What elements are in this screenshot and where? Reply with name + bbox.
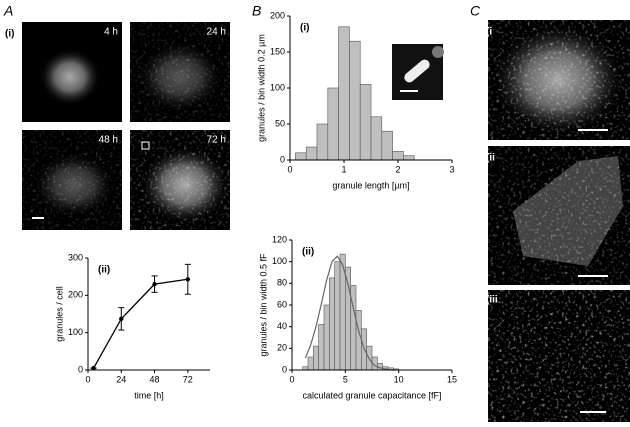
y-axis-label: granules / bin width 0.5 fF xyxy=(258,253,268,357)
bar xyxy=(349,40,361,161)
y-tick-label: 40 xyxy=(277,321,287,331)
x-tick-label: 0 xyxy=(85,374,90,384)
data-point xyxy=(152,281,157,287)
y-tick-label: 100 xyxy=(68,327,83,337)
x-tick-label: 2 xyxy=(395,164,400,174)
bar xyxy=(403,155,415,161)
x-tick-label: 15 xyxy=(447,374,457,384)
y-tick-label: 0 xyxy=(78,364,83,374)
panel-label: B xyxy=(252,3,261,19)
chart-title: (ii) xyxy=(302,247,314,258)
chart-title: (i) xyxy=(300,23,309,34)
bar xyxy=(334,261,341,371)
bar xyxy=(295,152,307,161)
image-label: 4 h xyxy=(104,27,118,38)
y-tick-label: 80 xyxy=(277,278,287,288)
bar xyxy=(381,130,393,161)
x-tick-label: 5 xyxy=(343,374,348,384)
data-line xyxy=(92,278,188,369)
bar xyxy=(370,116,383,161)
micrographs: 4 h 24 h 48 h 72 h (i (ii (iii xyxy=(22,20,630,422)
x-tick-label: 48 xyxy=(150,374,160,384)
chart-title: (ii) xyxy=(98,265,110,276)
data-point xyxy=(119,316,124,322)
bar xyxy=(359,84,372,161)
data-point xyxy=(185,277,191,282)
x-tick-label: 3 xyxy=(449,164,454,174)
y-tick-label: 120 xyxy=(272,234,287,244)
bar xyxy=(329,277,335,371)
data-point xyxy=(91,365,96,371)
x-axis-label: time [h] xyxy=(134,390,164,400)
image-label: (ii xyxy=(486,153,495,164)
y-tick-label: 60 xyxy=(277,299,287,309)
y-tick-label: 150 xyxy=(270,46,285,56)
y-axis-label: granules / bin width 0.2 µm xyxy=(256,34,266,142)
x-tick-label: 0 xyxy=(287,164,292,174)
y-axis-label: granules / cell xyxy=(54,286,64,342)
x-tick-label: 1 xyxy=(341,164,346,174)
bar xyxy=(318,324,325,371)
bar xyxy=(323,304,330,371)
image-label: (iii xyxy=(486,295,498,306)
bar xyxy=(307,356,314,371)
sub-label: (i) xyxy=(5,29,14,40)
image-label: 48 h xyxy=(99,135,118,146)
bar xyxy=(316,123,329,161)
fit-line xyxy=(304,255,396,371)
x-tick-label: 0 xyxy=(289,374,294,384)
panel-label: C xyxy=(470,3,481,19)
x-tick-label: 72 xyxy=(183,374,193,384)
y-tick-label: 300 xyxy=(68,252,83,262)
y-tick-label: 0 xyxy=(282,364,287,374)
bar xyxy=(355,310,362,371)
y-tick-label: 50 xyxy=(275,118,285,128)
x-axis-label: calculated granule capacitance [fF] xyxy=(302,390,441,400)
y-tick-label: 0 xyxy=(280,154,285,164)
x-axis-label: granule length [µm] xyxy=(332,180,409,190)
bar xyxy=(392,151,404,161)
y-tick-label: 20 xyxy=(277,343,287,353)
y-tick-label: 200 xyxy=(270,10,285,20)
x-tick-label: 24 xyxy=(116,374,126,384)
bar xyxy=(338,26,350,161)
panel-label: A xyxy=(3,3,13,19)
y-tick-label: 100 xyxy=(270,82,285,92)
y-tick-label: 100 xyxy=(272,256,287,266)
bar xyxy=(305,146,318,161)
image-label: (i xyxy=(486,27,492,38)
y-tick-label: 200 xyxy=(68,290,83,300)
image-label: 24 h xyxy=(207,27,226,38)
bar xyxy=(313,345,319,371)
bar xyxy=(327,87,339,161)
image-label: 72 h xyxy=(207,135,226,146)
x-tick-label: 10 xyxy=(394,374,404,384)
